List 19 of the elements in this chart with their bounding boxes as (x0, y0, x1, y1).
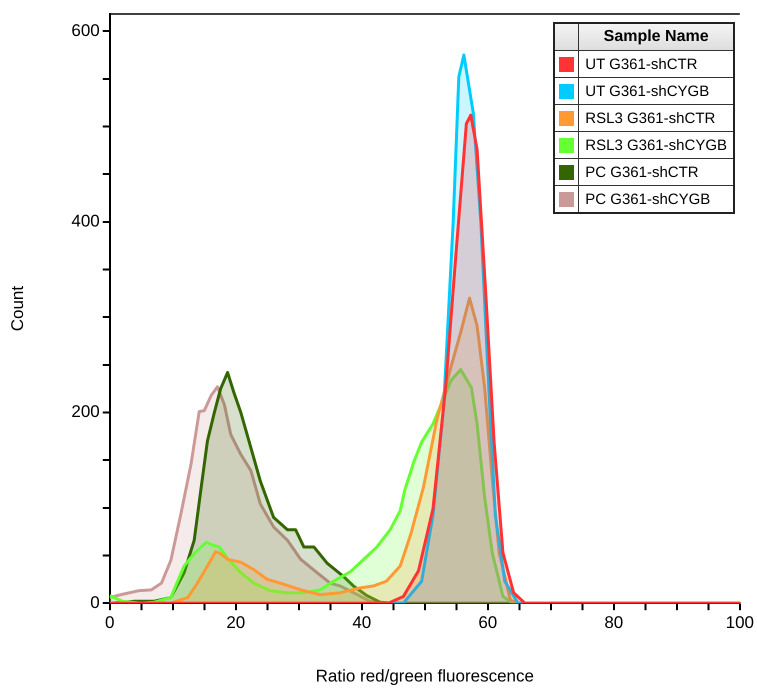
y-tick-label: 600 (71, 20, 100, 40)
x-tick-label: 20 (226, 613, 246, 632)
x-tick-label: 80 (604, 613, 624, 632)
x-tick-label: 0 (105, 613, 114, 632)
legend-title: Sample Name (578, 23, 734, 50)
legend-label: PC G361-shCTR (578, 158, 734, 186)
x-tick-label: 40 (352, 613, 372, 632)
y-tick-label: 0 (90, 592, 100, 612)
legend-label: UT G361-shCTR (578, 50, 734, 78)
legend-label: RSL3 G361-shCTR (578, 104, 734, 132)
x-axis-title: Ratio red/green fluorescence (316, 666, 534, 686)
x-tick-label: 100 (726, 613, 754, 632)
x-tick-label: 60 (478, 613, 498, 632)
y-tick-label: 400 (71, 212, 100, 231)
y-tick-label: 200 (71, 402, 100, 422)
y-axis-title: Count (8, 286, 27, 332)
legend-label: RSL3 G361-shCYGB (578, 132, 734, 158)
legend-label: UT G361-shCYGB (578, 78, 734, 104)
legend-label: PC G361-shCYGB (578, 186, 734, 213)
